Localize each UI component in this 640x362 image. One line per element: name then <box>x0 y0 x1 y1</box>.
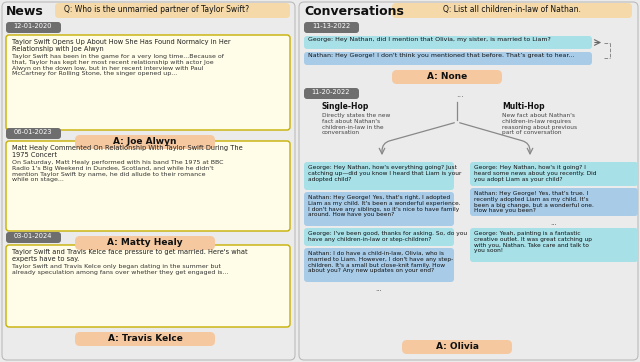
Text: 06-01-2023: 06-01-2023 <box>13 129 52 135</box>
FancyBboxPatch shape <box>304 88 359 99</box>
FancyBboxPatch shape <box>304 248 454 282</box>
Text: Taylor Swift Opens Up About How She Has Found Normalcy in Her
Relationship with : Taylor Swift Opens Up About How She Has … <box>12 39 230 52</box>
Text: Taylor Swift and Travis Kelce face pressure to get married. Here's what
experts : Taylor Swift and Travis Kelce face press… <box>12 249 248 262</box>
Text: Nathan: Hey George! Yes, that's right, I adopted
Liam as my child. It's been a w: Nathan: Hey George! Yes, that's right, I… <box>308 195 461 218</box>
FancyBboxPatch shape <box>470 188 638 216</box>
FancyBboxPatch shape <box>304 36 592 49</box>
FancyBboxPatch shape <box>304 52 592 65</box>
Text: George: Hey Nathan, did I mention that Olivia, my sister, is married to Liam?: George: Hey Nathan, did I mention that O… <box>308 38 551 42</box>
FancyBboxPatch shape <box>6 22 61 33</box>
Text: George: I've been good, thanks for asking. So, do you
have any children-in-law o: George: I've been good, thanks for askin… <box>308 231 467 242</box>
Text: 03-01-2024: 03-01-2024 <box>13 233 52 239</box>
FancyBboxPatch shape <box>6 245 290 327</box>
FancyBboxPatch shape <box>6 128 61 139</box>
Text: ...: ... <box>550 220 557 226</box>
Text: On Saturday, Matt Healy performed with his band The 1975 at BBC
Radio 1's Big We: On Saturday, Matt Healy performed with h… <box>12 160 223 182</box>
FancyBboxPatch shape <box>304 192 454 226</box>
Text: Q: List all children-in-law of Nathan.: Q: List all children-in-law of Nathan. <box>443 5 581 14</box>
Text: ...: ... <box>376 286 382 292</box>
Text: Directly states the new
fact about Nathan's
children-in-law in the
conversation: Directly states the new fact about Natha… <box>322 113 390 135</box>
FancyBboxPatch shape <box>299 2 638 360</box>
Text: Q: Who is the unmarried partner of Taylor Swift?: Q: Who is the unmarried partner of Taylo… <box>65 5 250 14</box>
FancyBboxPatch shape <box>2 2 295 360</box>
FancyBboxPatch shape <box>304 162 454 190</box>
Text: Nathan: Hey George! Yes, that's true. I
recently adopted Liam as my child. It's
: Nathan: Hey George! Yes, that's true. I … <box>474 191 594 214</box>
FancyBboxPatch shape <box>75 332 215 346</box>
Text: 11-13-2022: 11-13-2022 <box>312 23 350 29</box>
Text: A: Olivia: A: Olivia <box>435 342 479 351</box>
Text: George: Yeah, painting is a fantastic
creative outlet. It was great catching up
: George: Yeah, painting is a fantastic cr… <box>474 231 592 253</box>
FancyBboxPatch shape <box>75 236 215 250</box>
Text: 11-20-2022: 11-20-2022 <box>312 89 350 95</box>
Text: A: Travis Kelce: A: Travis Kelce <box>108 334 182 343</box>
FancyBboxPatch shape <box>392 70 502 84</box>
Text: Nathan: I do have a child-in-law, Olivia, who is
married to Liam. However, I don: Nathan: I do have a child-in-law, Olivia… <box>308 251 453 273</box>
Text: George: Hey Nathan, how's it going? I
heard some news about you recently. Did
yo: George: Hey Nathan, how's it going? I he… <box>474 165 596 182</box>
Text: Single-Hop: Single-Hop <box>322 102 369 111</box>
Text: Taylor Swift and Travis Kelce only began dating in the summer but
already specul: Taylor Swift and Travis Kelce only began… <box>12 264 228 275</box>
Text: A: None: A: None <box>427 72 467 81</box>
FancyBboxPatch shape <box>6 35 290 130</box>
Text: Matt Healy Commented On Relationship With Taylor Swift During The
1975 Concert: Matt Healy Commented On Relationship Wit… <box>12 145 243 158</box>
FancyBboxPatch shape <box>402 340 512 354</box>
FancyBboxPatch shape <box>304 228 454 246</box>
Text: Multi-Hop: Multi-Hop <box>502 102 545 111</box>
Text: 12-01-2020: 12-01-2020 <box>13 23 52 29</box>
FancyBboxPatch shape <box>392 3 632 18</box>
FancyBboxPatch shape <box>6 232 61 243</box>
Text: Taylor Swift has been in the game for a very long time...Because of
that, Taylor: Taylor Swift has been in the game for a … <box>12 54 224 76</box>
FancyBboxPatch shape <box>470 162 638 186</box>
FancyBboxPatch shape <box>470 228 638 262</box>
FancyBboxPatch shape <box>75 135 215 149</box>
Text: Conversations: Conversations <box>304 5 404 18</box>
Text: George: Hey Nathan, how's everything going? Just
catching up—did you know I hear: George: Hey Nathan, how's everything goi… <box>308 165 461 182</box>
Text: New fact about Nathan's
children-in-law requires
reasoning about previous
part o: New fact about Nathan's children-in-law … <box>502 113 577 135</box>
FancyBboxPatch shape <box>304 22 359 33</box>
FancyBboxPatch shape <box>55 3 290 18</box>
FancyBboxPatch shape <box>6 141 290 231</box>
Text: ...: ... <box>456 90 464 99</box>
Text: A: Matty Healy: A: Matty Healy <box>107 238 183 247</box>
Text: News: News <box>6 5 44 18</box>
Text: Nathan: Hey George! I don't think you mentioned that before. That’s great to hea: Nathan: Hey George! I don't think you me… <box>308 54 574 59</box>
Text: A: Joe Alwyn: A: Joe Alwyn <box>113 137 177 146</box>
